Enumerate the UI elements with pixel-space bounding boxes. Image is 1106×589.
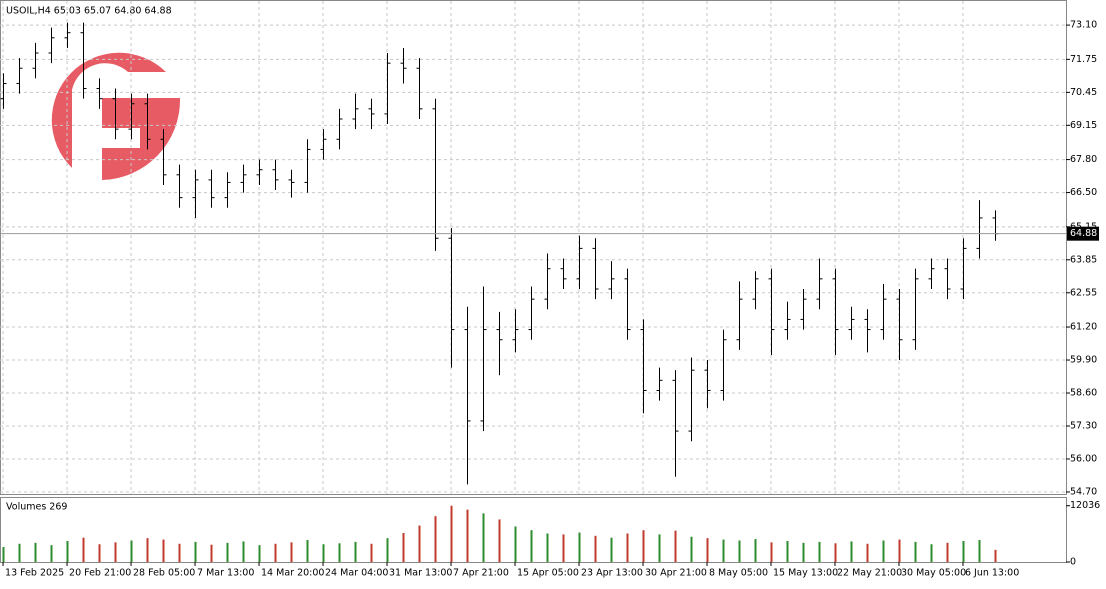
x-tick-label: 15 May 13:00 (773, 568, 838, 579)
volume-title: Volumes 269 (6, 502, 67, 513)
y-tick-label: 70.45 (1070, 87, 1097, 98)
y-tick-label: 66.50 (1070, 187, 1097, 198)
y-tick-label: 56.00 (1070, 453, 1097, 464)
y-tick-label: 61.20 (1070, 322, 1097, 333)
y-tick-label: 73.10 (1070, 20, 1097, 31)
x-tick-label: 7 Apr 21:00 (453, 568, 509, 579)
x-tick-label: 7 Mar 13:00 (197, 568, 254, 579)
x-tick-label: 8 May 05:00 (709, 568, 768, 579)
x-tick-label: 15 Apr 05:00 (517, 568, 579, 579)
logo-left (51, 52, 166, 169)
y-tick-label: 67.80 (1070, 154, 1097, 165)
x-tick-label: 20 Feb 21:00 (69, 568, 131, 579)
x-tick-label: 13 Feb 2025 (5, 568, 64, 579)
x-tick-label: 23 Apr 13:00 (581, 568, 643, 579)
chart-title: USOIL,H4 65.03 65.07 64.80 64.88 (6, 6, 172, 17)
x-tick-label: 24 Mar 04:00 (325, 568, 388, 579)
y-tick-label: 57.30 (1070, 421, 1097, 432)
y-tick-label: 59.90 (1070, 355, 1097, 366)
y-tick-label: 63.85 (1070, 254, 1097, 265)
x-tick-label: 14 Mar 20:00 (261, 568, 324, 579)
y-tick-label: 69.15 (1070, 120, 1097, 131)
price-panel (0, 0, 1067, 495)
y-tick-label: 71.75 (1070, 54, 1097, 65)
y2-tick-label: 0 (1070, 557, 1076, 568)
x-tick-label: 31 Mar 13:00 (389, 568, 452, 579)
volume-panel (0, 497, 1067, 563)
y2-tick-label: 12036 (1070, 500, 1100, 511)
x-tick-label: 6 Jun 13:00 (965, 568, 1019, 579)
y-tick-label: 54.70 (1070, 486, 1097, 497)
x-tick-label: 22 May 21:00 (837, 568, 902, 579)
current-price-label: 64.88 (1070, 228, 1097, 239)
x-tick-label: 28 Feb 05:00 (133, 568, 195, 579)
current-price-box (1067, 226, 1099, 241)
x-tick-label: 30 May 05:00 (901, 568, 966, 579)
y-tick-label: 58.60 (1070, 388, 1097, 399)
y-tick-label: 62.55 (1070, 287, 1097, 298)
x-tick-label: 30 Apr 21:00 (645, 568, 707, 579)
